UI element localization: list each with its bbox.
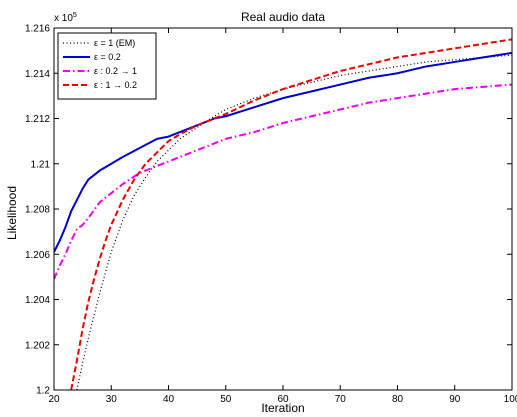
series-line-2 [54,51,512,253]
series-group [54,38,512,390]
y-axis-title: Likelihood [5,186,19,240]
y-tick-label: 1.206 [25,250,50,261]
legend: ε = 1 (EM) ε = 0.2 ε : 0.2 → 1 ε : 1 → 0.2 [57,32,157,100]
legend-label-3: ε : 0.2 → 1 [94,66,137,76]
plot-layer: 20 30 40 50 60 70 80 90 100 1.2 1.202 1.204 1.206 1.2… [25,24,517,406]
x-tick-label: 60 [277,394,289,405]
y-tick-label: 1.216 [25,24,50,35]
y-scale-multiplier: x 105 [54,12,77,24]
legend-label-1: ε = 1 (EM) [94,38,135,48]
x-tick-label: 70 [335,394,347,405]
y-tick-label: 1.2 [36,386,50,397]
y-tick-label: 1.214 [25,69,50,80]
x-tick-label: 40 [163,394,175,405]
x-tick-label: 80 [392,394,404,405]
y-tick-label: 1.204 [25,295,50,306]
y-scale-base: x 10 [54,13,73,24]
y-tick-label: 1.212 [25,114,50,125]
legend-label-4: ε : 1 → 0.2 [94,80,137,90]
x-tick-label: 100 [504,394,517,405]
x-axis-title: Iteration [261,401,304,415]
y-tick-label: 1.21 [31,159,51,170]
legend-label-2: ε = 0.2 [94,52,121,62]
x-tick-label: 30 [106,394,118,405]
x-tick-label: 90 [449,394,461,405]
x-tick-label: 20 [48,394,60,405]
x-tick-label: 50 [220,394,232,405]
series-line-4 [70,38,512,390]
y-tick-label: 1.208 [25,205,50,216]
chart-title: Real audio data [241,10,325,24]
y-tick-label: 1.202 [25,340,50,351]
legend-box [57,32,157,100]
y-scale-exponent: 5 [73,12,77,19]
